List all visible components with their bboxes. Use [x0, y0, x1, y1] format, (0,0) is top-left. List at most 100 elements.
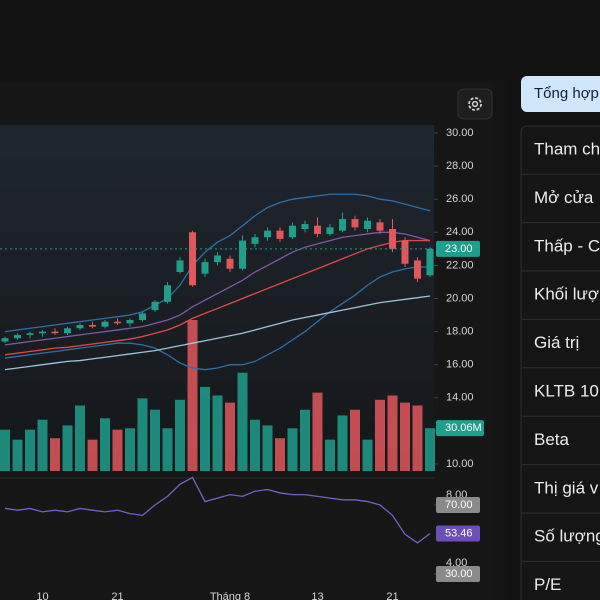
row-label: Giá trị — [534, 333, 579, 352]
y-tick-label: 30.00 — [446, 127, 474, 139]
y-tick-label: 18.00 — [446, 326, 474, 338]
volume-badge-label: 30.06M — [445, 422, 482, 434]
volume-badge — [436, 420, 484, 437]
volume-bar — [400, 402, 410, 471]
price-badge — [436, 240, 480, 257]
indicator-line — [4, 231, 431, 346]
volume-bar — [112, 429, 123, 471]
x-tick-label: 21 — [386, 591, 398, 600]
volume-bar — [125, 428, 135, 471]
rsi-level-badge — [436, 497, 480, 513]
volume-bar — [312, 392, 323, 471]
tab-label[interactable]: Tổng hợp — [534, 85, 599, 102]
rsi-level-label: 30.00 — [445, 568, 473, 580]
row-label: P/E — [534, 575, 561, 594]
candle-body — [276, 230, 284, 239]
volume-bar — [250, 419, 260, 471]
candle-body — [189, 232, 196, 286]
volume-bar — [37, 419, 48, 471]
y-tick-label: 14.00 — [446, 392, 474, 404]
x-tick-label: 10 — [36, 591, 48, 600]
candle-body — [89, 324, 96, 327]
candle-body — [14, 334, 21, 339]
info-table — [520, 125, 600, 600]
candle-body — [289, 225, 296, 238]
candle-body — [339, 219, 346, 231]
top-bar — [0, 0, 600, 80]
info-rows: Tham ch Mở cửa Thấp - C Khối lượ Giá trị KLTB… — [521, 139, 600, 594]
volume-bar — [300, 409, 310, 471]
rsi-axis-label: 4.00 — [446, 557, 467, 569]
chart: 30.00 28.00 26.00 24.00 22.00 20.00 18.00 16.00… — [0, 127, 484, 600]
rsi-badge-label: 53.46 — [445, 527, 473, 539]
row-label: Tham ch — [534, 139, 600, 158]
volume-bar — [175, 399, 185, 471]
candle-body — [389, 228, 396, 249]
candle-body — [51, 331, 59, 334]
indicator-line — [4, 266, 430, 371]
volume-bar — [212, 395, 223, 471]
row-label: Thị giá v — [534, 478, 599, 497]
tab-bg[interactable] — [521, 76, 600, 112]
volume-bar — [0, 429, 10, 471]
candle-body — [426, 248, 434, 276]
candle-body — [401, 240, 409, 264]
gear-hub — [471, 100, 479, 108]
summary-tab[interactable]: Tổng hợp — [521, 76, 600, 112]
candle-body — [39, 331, 46, 334]
volume-bar — [187, 320, 198, 471]
volume-bar — [237, 372, 248, 471]
y-tick-label: 24.00 — [446, 226, 474, 238]
candle-body — [226, 258, 234, 269]
candle-body — [64, 328, 71, 334]
candle-body — [351, 219, 359, 228]
rsi-level-label: 70.00 — [445, 499, 473, 511]
price-badge-label: 23.00 — [445, 243, 473, 255]
y-tick-label: 22.00 — [446, 259, 474, 271]
y-tick-label: 10.00 — [446, 458, 474, 470]
volume-bar — [87, 439, 98, 471]
candle-body — [326, 227, 334, 234]
volume-bar — [350, 409, 360, 471]
settings-button[interactable] — [457, 88, 493, 120]
volume-bar — [100, 418, 110, 471]
candle-body — [314, 225, 321, 234]
volume-bar — [150, 409, 160, 471]
indicator-line — [4, 193, 431, 333]
row-label: Thấp - C — [534, 236, 600, 255]
rsi-level-badge — [436, 566, 480, 582]
y-tick-label: 16.00 — [446, 359, 474, 371]
y-tick-label: 28.00 — [446, 160, 474, 172]
y-tick-label: 20.00 — [446, 292, 474, 304]
candle-body — [151, 301, 159, 311]
settings-bg[interactable] — [457, 88, 493, 120]
row-label: Số lượng — [534, 527, 600, 546]
volume-bar — [225, 402, 235, 471]
rsi-badge — [436, 525, 480, 542]
volume-bar — [412, 405, 423, 471]
volume-bar — [75, 405, 85, 471]
volume-bar — [375, 399, 385, 471]
volume-bar — [50, 438, 60, 471]
y-tick-label: 26.00 — [446, 193, 474, 205]
candle-body — [264, 230, 271, 238]
rsi-line — [4, 476, 431, 544]
candle-body — [201, 262, 209, 274]
volume-bar — [262, 425, 273, 471]
candle-body — [176, 260, 184, 273]
candle-body — [114, 321, 121, 324]
candle-body — [301, 224, 309, 229]
volume-bar — [425, 428, 435, 471]
volume-bar — [12, 439, 23, 471]
row-label: Khối lượ — [534, 285, 599, 304]
volume-bar — [337, 415, 348, 471]
candle-body — [376, 222, 384, 231]
volume-bar — [387, 395, 398, 471]
candle-body — [239, 240, 246, 269]
volume-bar — [200, 386, 210, 471]
candle-body — [364, 220, 371, 229]
candle-body — [126, 320, 134, 324]
x-tick-label: 21 — [111, 591, 123, 600]
